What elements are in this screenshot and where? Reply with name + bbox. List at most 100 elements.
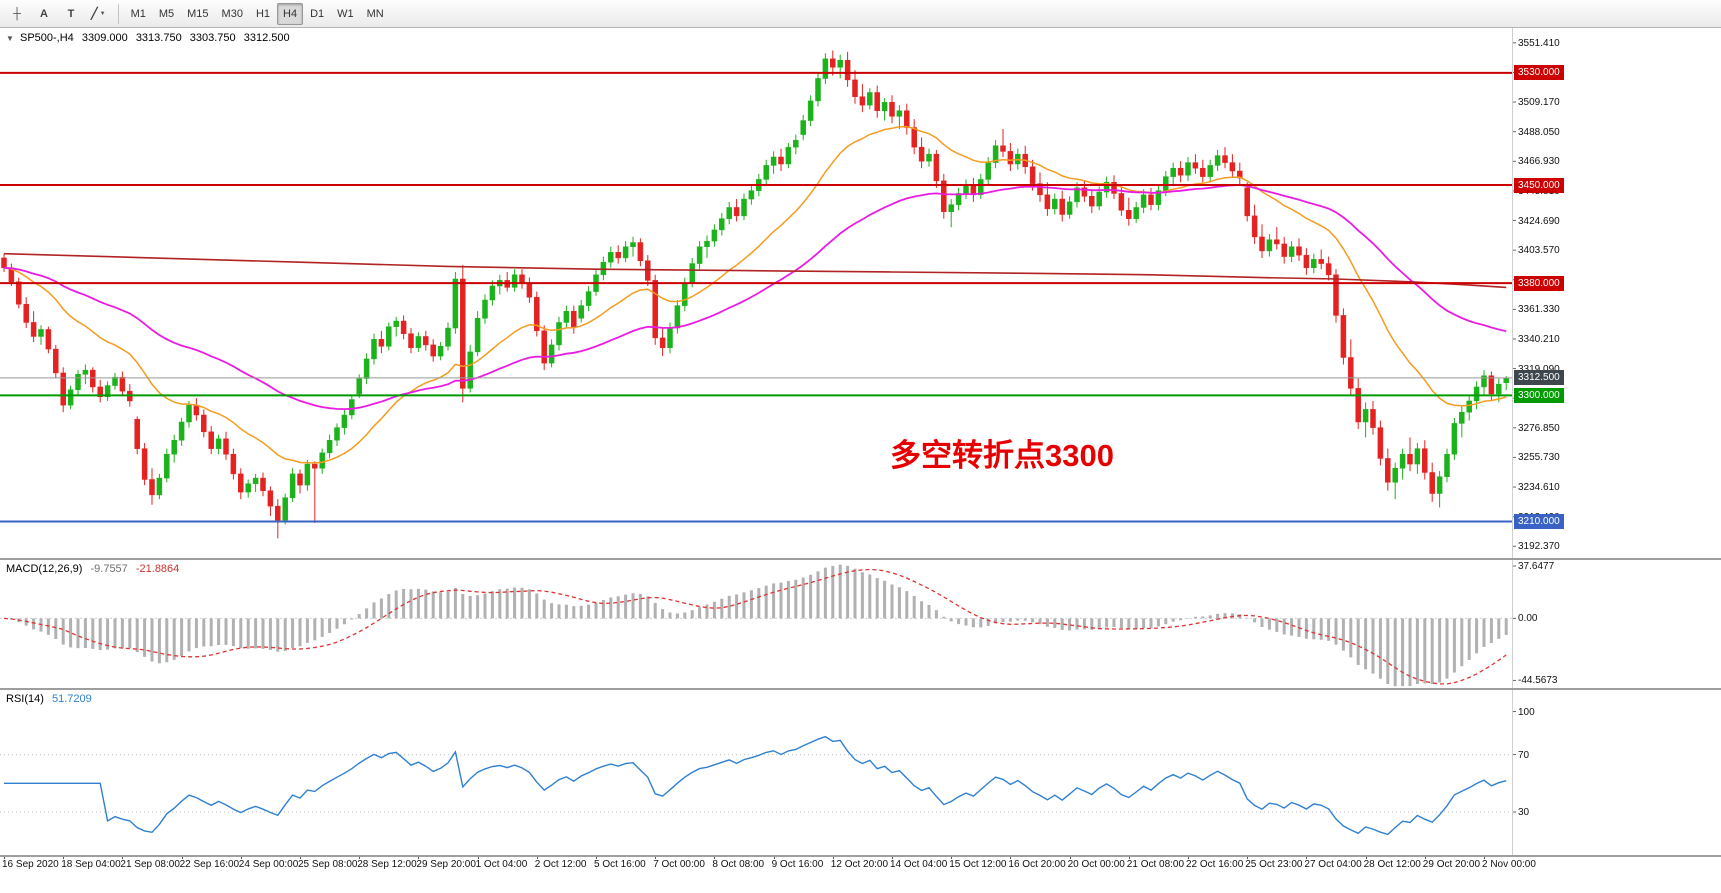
price-axis-label: 3509.170: [1518, 97, 1560, 109]
time-axis-tick: [1069, 856, 1071, 859]
ma-long-line[interactable]: [3, 252, 1507, 289]
time-axis-tick: [1188, 856, 1189, 859]
timeframe-button-h1[interactable]: H1: [255, 7, 271, 20]
time-axis-label: 25 Sep 08:00: [298, 859, 358, 870]
time-axis-tick: [1484, 856, 1485, 859]
price-axis-label: 3551.410: [1518, 37, 1560, 49]
macd-panel-canvas[interactable]: [0, 560, 1640, 688]
time-axis-tick: [63, 856, 65, 859]
time-axis-tick: [773, 856, 775, 859]
macd-indicator-label: MACD(12,26,9) -9.7557 -21.8864: [6, 563, 179, 575]
timeframe-button-m30[interactable]: M30: [221, 7, 243, 20]
chevron-down-icon: ▼: [99, 10, 106, 17]
price-axis-label: 3340.210: [1518, 333, 1560, 345]
time-axis-tick: [596, 856, 597, 859]
price-axis-label: 3319.090: [1518, 363, 1560, 375]
timeframe-button-w1[interactable]: W1: [337, 7, 354, 20]
price-axis-label: 3276.850: [1518, 422, 1560, 434]
time-axis-label: 14 Oct 04:00: [890, 859, 948, 870]
time-axis-tick: [951, 856, 953, 859]
price-axis-label: 3466.930: [1518, 156, 1560, 168]
time-axis-label: 15 Oct 12:00: [949, 859, 1007, 870]
time-axis-label: 5 Oct 16:00: [594, 859, 646, 870]
timeframe-button-m5[interactable]: M5: [158, 7, 175, 20]
time-axis-tick: [655, 856, 657, 859]
time-axis-label: 29 Oct 20:00: [1422, 859, 1481, 870]
text-box-tool-button[interactable]: T: [67, 7, 75, 20]
panel-separator-rsi[interactable]: [0, 688, 1721, 690]
timeframe-button-h4[interactable]: H4: [277, 2, 304, 25]
time-axis-label: 2 Nov 00:00: [1482, 859, 1536, 870]
crosshair-tool-button[interactable]: ┼: [13, 7, 21, 20]
time-axis-tick: [832, 856, 834, 859]
macd-main-value: -9.7557: [90, 563, 128, 575]
level-price-badge: 3450.000: [1514, 177, 1564, 193]
rsi-line[interactable]: [4, 735, 1507, 836]
shapes-tool-button[interactable]: ╱ ▼: [91, 8, 106, 20]
rsi-axis-label: 100: [1518, 706, 1535, 718]
quote-header: ▼ SP500-,H4 3309.000 3313.750 3303.750 3…: [6, 32, 295, 44]
quote-close: 3312.500: [243, 32, 290, 44]
symbol-period-label: SP500-,H4: [19, 32, 74, 44]
time-axis-label: 2 Oct 12:00: [534, 859, 587, 870]
ma-slow-line[interactable]: [3, 184, 1507, 411]
candles-layer: [1, 50, 1509, 539]
price-axis-label: 3488.050: [1518, 126, 1560, 138]
rsi-panel-canvas[interactable]: [0, 690, 1640, 855]
macd-histogram: [9, 564, 1508, 687]
level-price-badge: 3380.000: [1514, 275, 1564, 291]
time-axis-tick: [359, 856, 361, 859]
time-axis-label: 21 Sep 08:00: [120, 859, 180, 870]
timeframe-button-d1[interactable]: D1: [310, 7, 325, 20]
time-axis-tick: [1365, 856, 1367, 859]
chart-annotation-text[interactable]: 多空转折点3300: [890, 438, 1114, 473]
time-axis-label: 16 Oct 20:00: [1008, 859, 1066, 870]
macd-axis-label: -44.5673: [1518, 675, 1558, 687]
time-axis-label: 12 Oct 20:00: [830, 859, 889, 870]
macd-signal-line[interactable]: [3, 568, 1507, 685]
timeframe-bar: M1 M5 M15 M30 H1 H4 D1 W1 MN: [125, 2, 390, 25]
timeframe-button-m15[interactable]: M15: [187, 7, 209, 20]
macd-axis-label: 37.6477: [1518, 561, 1555, 573]
time-axis-label: 1 Oct 04:00: [475, 859, 528, 870]
level-price-badge: 3210.000: [1514, 514, 1564, 530]
time-axis-tick: [1010, 856, 1012, 859]
price-axis-label: 3255.730: [1518, 452, 1560, 464]
time-axis-label: 7 Oct 00:00: [653, 859, 705, 870]
price-axis-label: 3192.370: [1518, 541, 1560, 553]
time-axis-label: 28 Sep 12:00: [357, 859, 417, 870]
time-axis-label: 24 Sep 00:00: [238, 859, 299, 870]
time-axis-tick: [240, 856, 242, 859]
quote-high: 3313.750: [135, 32, 182, 44]
panel-separator-macd[interactable]: [0, 558, 1721, 560]
timeframe-button-m1[interactable]: M1: [130, 7, 146, 20]
time-axis-label: 22 Sep 16:00: [179, 859, 240, 870]
toolbar-separator: [117, 3, 119, 24]
main-chart-canvas[interactable]: [0, 28, 1640, 558]
ma-fast-line[interactable]: [3, 125, 1507, 464]
time-axis-label: 21 Oct 08:00: [1126, 859, 1185, 870]
time-axis-label: 28 Oct 12:00: [1363, 859, 1421, 870]
rsi-indicator-label: RSI(14) 51.7209: [6, 693, 92, 705]
horizontal-level-lines[interactable]: [0, 71, 1512, 523]
time-axis-tick: [536, 856, 538, 859]
rsi-name: RSI(14): [6, 693, 44, 705]
rsi-axis-label: 30: [1518, 806, 1530, 818]
time-axis-tick: [418, 856, 420, 859]
timeframe-button-mn[interactable]: MN: [366, 7, 384, 20]
quote-low: 3303.750: [189, 32, 236, 44]
time-axis-tick: [1247, 856, 1249, 859]
text-label-tool-button[interactable]: A: [40, 7, 48, 20]
rsi-value: 51.7209: [51, 693, 92, 705]
time-axis-tick: [1128, 856, 1130, 859]
time-axis-tick: [714, 856, 716, 859]
time-axis-label: 8 Oct 08:00: [712, 859, 765, 870]
price-axis-border: [1512, 28, 1513, 857]
price-axis-label: 3234.610: [1518, 482, 1560, 494]
time-axis-tick: [1424, 856, 1426, 859]
time-axis-label: 27 Oct 04:00: [1304, 859, 1362, 870]
macd-name: MACD(12,26,9): [6, 563, 83, 575]
time-axis-tick: [477, 856, 479, 859]
